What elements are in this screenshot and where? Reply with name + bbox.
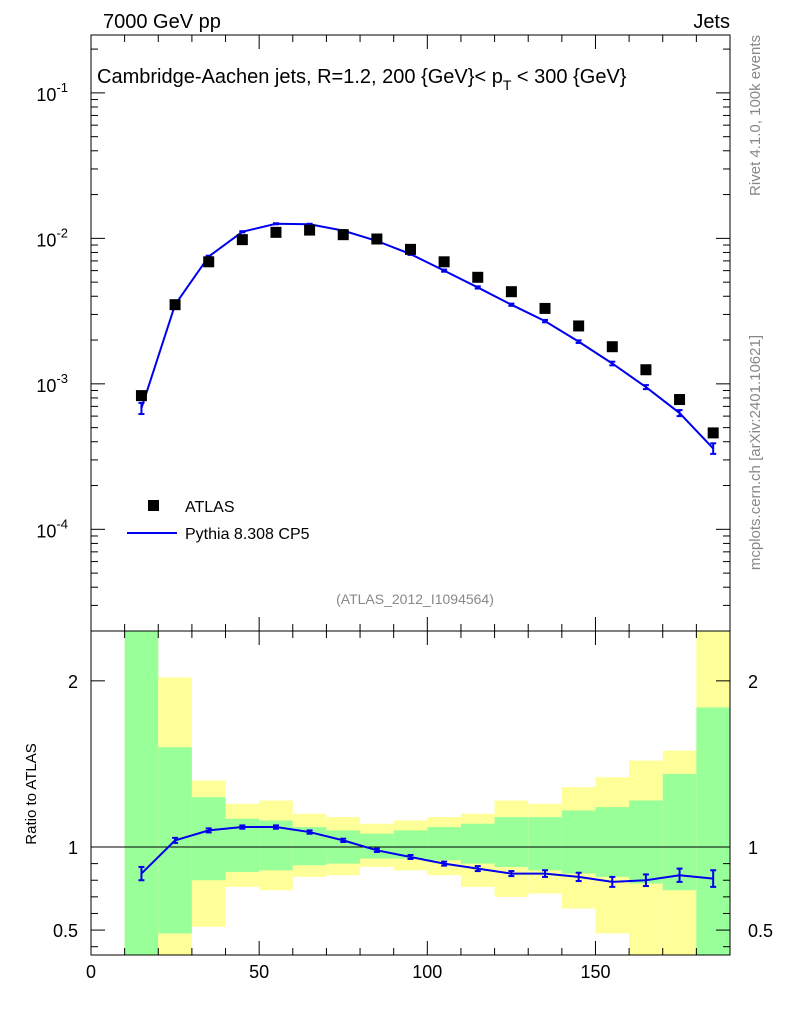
data-point (270, 226, 282, 238)
data-point (640, 364, 652, 376)
data-point (203, 256, 215, 268)
plot-title: Cambridge-Aachen jets, R=1.2, 200 {GeV}<… (97, 66, 627, 93)
data-point (674, 394, 686, 406)
ratio-ylabel: Ratio to ATLAS (23, 743, 40, 844)
ratio-y-tick-label: 0.5 (53, 921, 78, 941)
data-point (304, 224, 316, 236)
uncertainty-bands (124, 631, 730, 955)
y-tick-label: 10-1 (36, 80, 68, 105)
plot-title-tail: < 300 {GeV} (511, 66, 626, 88)
inner-band-bin (427, 827, 461, 861)
ratio-x-tick-label: 0 (86, 962, 96, 982)
watermark: (ATLAS_2012_I1094564) (336, 591, 494, 607)
inner-band-bin (595, 807, 630, 877)
ratio-y-tick-label-right: 0.5 (748, 921, 773, 941)
inner-band-bin (460, 823, 495, 864)
data-point (169, 299, 181, 311)
inner-band-bin (494, 817, 529, 867)
ratio-panel-frame (90, 630, 731, 956)
y-tick-label: 10-4 (36, 516, 68, 541)
legend-label-atlas: ATLAS (185, 499, 235, 516)
ratio-x-tick-label: 100 (412, 962, 442, 982)
ratio-y-tick-label-right: 2 (748, 672, 758, 692)
header-left: 7000 GeV pp (103, 11, 221, 33)
side-text-bottom: mcplots.cern.ch [arXiv:2401.10621] (747, 335, 764, 570)
ratio-axes: 0.5 0.5 1 1 2 2 0 50 100 150 (53, 631, 773, 982)
ratio-x-tick-label: 50 (249, 962, 269, 982)
data-point (438, 256, 450, 268)
header-right: Jets (693, 11, 730, 33)
inner-band-bin (528, 817, 562, 871)
ratio-x-tick-label: 150 (580, 962, 610, 982)
ratio-y-tick-label: 2 (68, 672, 78, 692)
inner-band-bin (561, 810, 596, 874)
inner-band-bin (629, 800, 663, 884)
data-point (539, 302, 551, 314)
y-tick-label: 10-3 (36, 371, 68, 396)
inner-band-bin (124, 631, 159, 955)
data-point (236, 234, 248, 246)
data-point (405, 243, 416, 255)
data-point (472, 271, 484, 283)
data-point (135, 390, 147, 402)
data-point (707, 427, 719, 439)
plot-title-sub: T (503, 77, 512, 93)
legend-label-mc: Pythia 8.308 CP5 (185, 526, 310, 543)
data-point (606, 341, 618, 353)
ratio-y-tick-label: 1 (68, 838, 78, 858)
data-point (371, 233, 383, 245)
mc-series (138, 222, 717, 455)
data-point (337, 229, 349, 241)
main-axes: 10-1 10-2 10-3 10-4 (36, 35, 731, 632)
mc-line (140, 222, 714, 450)
legend-marker-atlas (148, 500, 159, 511)
ratio-panel: 0.5 0.5 1 1 2 2 0 50 100 150 Ratio to ATLAS (23, 630, 773, 982)
data-point (573, 320, 585, 332)
inner-band-bin (191, 797, 226, 881)
plot-title-main: Cambridge-Aachen jets, R=1.2, 200 {GeV}<… (97, 66, 503, 88)
legend: ATLAS Pythia 8.308 CP5 (127, 499, 310, 543)
ratio-y-tick-label-right: 1 (748, 838, 758, 858)
ratio-mc-series (138, 824, 717, 888)
data-point (505, 286, 517, 298)
main-panel: Cambridge-Aachen jets, R=1.2, 200 {GeV}<… (36, 34, 731, 632)
side-text-top: Rivet 4.1.0, 100k events (747, 35, 764, 196)
inner-band-bin (696, 707, 730, 955)
y-tick-label: 10-2 (36, 225, 68, 250)
ratio-mc-line (140, 826, 714, 883)
data-series (135, 224, 719, 439)
